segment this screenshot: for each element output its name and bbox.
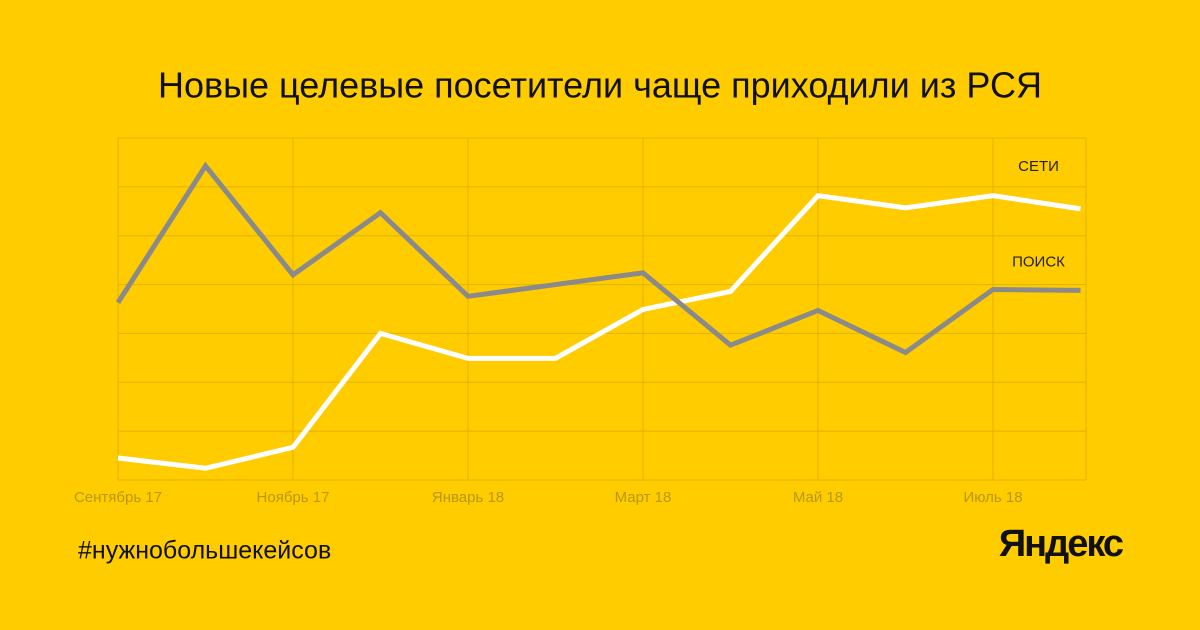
x-tick-label: Май 18 <box>793 489 843 506</box>
legend-label: ПОИСК <box>1012 253 1065 270</box>
x-tick-label: Январь 18 <box>432 489 504 506</box>
hashtag: #нужнобольшекейсов <box>78 537 331 565</box>
series-line <box>117 192 1081 471</box>
x-tick-label: Июль 18 <box>963 489 1022 506</box>
x-tick-label: Март 18 <box>615 489 672 506</box>
legend-label: СЕТИ <box>1018 158 1059 175</box>
brand-logo: Яндекс <box>999 523 1124 565</box>
x-tick-label: Сентябрь 17 <box>74 489 162 506</box>
chart-title: Новые целевые посетители чаще приходили … <box>158 65 1042 106</box>
series-line <box>115 161 1081 356</box>
x-tick-label: Ноябрь 17 <box>257 489 330 506</box>
